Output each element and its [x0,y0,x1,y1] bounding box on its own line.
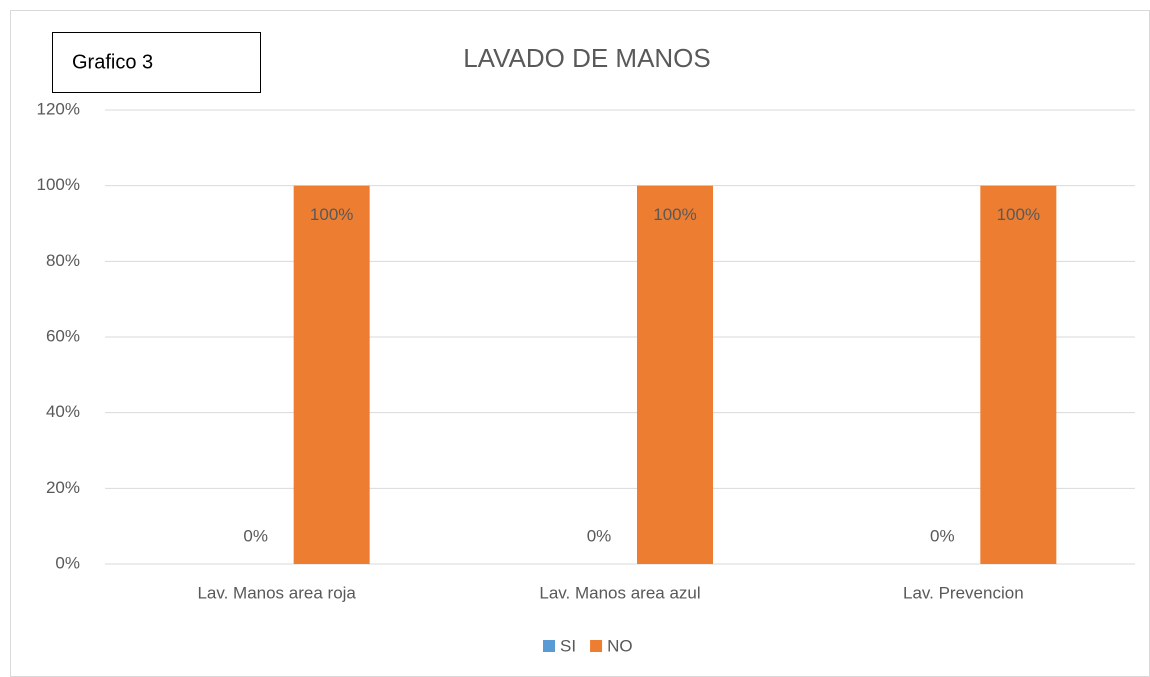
value-label: 0% [587,526,612,545]
legend-label: NO [607,636,633,655]
y-tick-label: 0% [55,553,80,572]
chart-title: LAVADO DE MANOS [463,43,711,73]
bar [293,185,370,564]
x-tick-label: Lav. Manos area roja [197,583,356,602]
legend-label: SI [560,636,576,655]
y-tick-label: 20% [46,478,80,497]
annotation-box [52,32,261,93]
chart-border [10,10,1150,677]
legend-swatch [543,640,555,652]
value-label: 0% [243,526,268,545]
bar [980,185,1057,564]
value-label: 100% [653,205,696,224]
y-tick-label: 120% [37,99,80,118]
y-tick-label: 60% [46,326,80,345]
value-label: 100% [997,205,1040,224]
x-tick-label: Lav. Prevencion [903,583,1024,602]
value-label: 100% [310,205,353,224]
legend-swatch [590,640,603,652]
value-label: 0% [930,526,955,545]
annotation: Grafico 3 [72,51,153,73]
bar [637,185,713,564]
y-tick-label: 40% [46,402,80,421]
y-tick-label: 80% [46,251,80,270]
x-tick-label: Lav. Manos area azul [539,583,700,602]
y-tick-label: 100% [37,175,80,194]
